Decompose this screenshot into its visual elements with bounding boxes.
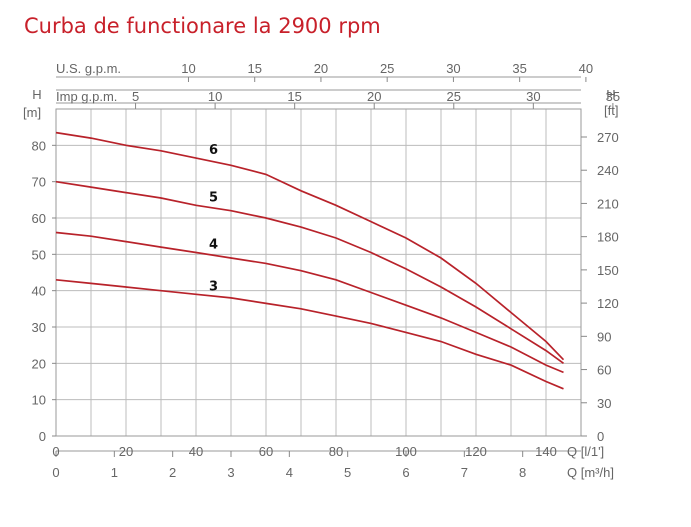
pump-curve-4 [55,231,564,374]
ft-tick-label: 240 [597,163,619,178]
curve-label-4: 4 [209,238,218,253]
x-tick-label: 40 [189,444,203,459]
ft-tick-label: 210 [597,196,619,211]
x-tick-label: 120 [465,444,487,459]
h-axis-unit: [m] [23,105,41,120]
y-tick-label: 40 [32,284,46,299]
us-gpm-tick-label: 35 [512,61,526,76]
m3h-axis-label: Q [m³/h] [567,465,614,480]
h-axis-label: H [32,87,41,102]
y-tick-label: 50 [32,247,46,262]
chart-title: Curba de functionare la 2900 rpm [24,14,381,38]
us-gpm-label: U.S. g.p.m. [56,61,121,76]
m3h-tick-label: 2 [169,465,176,480]
imp-gpm-tick-label: 10 [208,89,222,104]
m3h-tick-label: 1 [111,465,118,480]
x-tick-label: 80 [329,444,343,459]
ft-axis-label-unit: [ft] [604,103,618,118]
x-tick-label: 20 [119,444,133,459]
m3h-tick-label: 8 [519,465,526,480]
m3h-tick-label: 3 [227,465,234,480]
ft-tick-label: 90 [597,329,611,344]
us-gpm-tick-label: 30 [446,61,460,76]
ft-tick-label: 120 [597,296,619,311]
axis-labels: 0102030405060708003060901201501802102402… [23,61,620,480]
x-axis-label: Q [l/1'] [567,444,604,459]
ft-tick-label: 60 [597,363,611,378]
curve-label-6: 6 [209,143,218,158]
us-gpm-tick-label: 25 [380,61,394,76]
imp-gpm-tick-label: 15 [287,89,301,104]
ft-tick-label: 0 [597,429,604,444]
pump-curve-6 [55,131,565,361]
vertical-grid [55,109,582,436]
ft-tick-label: 180 [597,230,619,245]
plot-frame [55,108,582,437]
m3h-tick-label: 5 [344,465,351,480]
ft-tick-label: 30 [597,396,611,411]
pump-curves [55,131,565,390]
y-tick-label: 70 [32,175,46,190]
m3h-tick-label: 0 [52,465,59,480]
y-tick-label: 20 [32,356,46,371]
curve-label-5: 5 [209,190,218,205]
us-gpm-tick-label: 15 [247,61,261,76]
y-tick-label: 0 [39,429,46,444]
imp-gpm-tick-label: 20 [367,89,381,104]
us-gpm-tick-label: 20 [314,61,328,76]
imp-gpm-tick-label: 35 [606,89,620,104]
ft-axis-label-h: H [606,87,615,102]
us-gpm-tick-label: 40 [579,61,593,76]
m3h-tick-label: 4 [286,465,293,480]
y-tick-label: 80 [32,138,46,153]
horizontal-grid [56,108,581,437]
imp-gpm-label: Imp g.p.m. [56,89,117,104]
ft-tick-label: 150 [597,263,619,278]
y-tick-label: 30 [32,320,46,335]
imp-gpm-tick-label: 5 [132,89,139,104]
axes [52,76,614,457]
y-tick-label: 60 [32,211,46,226]
x-tick-label: 140 [535,444,557,459]
y-tick-label: 10 [32,393,46,408]
imp-gpm-tick-label: 25 [447,89,461,104]
x-tick-label: 100 [395,444,417,459]
x-tick-label: 0 [52,444,59,459]
imp-gpm-tick-label: 30 [526,89,540,104]
pump-curve-5 [55,180,564,364]
m3h-tick-label: 7 [461,465,468,480]
pump-curve-3 [55,278,564,390]
x-tick-label: 60 [259,444,273,459]
curve-label-3: 3 [209,279,218,294]
m3h-tick-label: 6 [402,465,409,480]
ft-tick-label: 270 [597,130,619,145]
us-gpm-tick-label: 10 [181,61,195,76]
